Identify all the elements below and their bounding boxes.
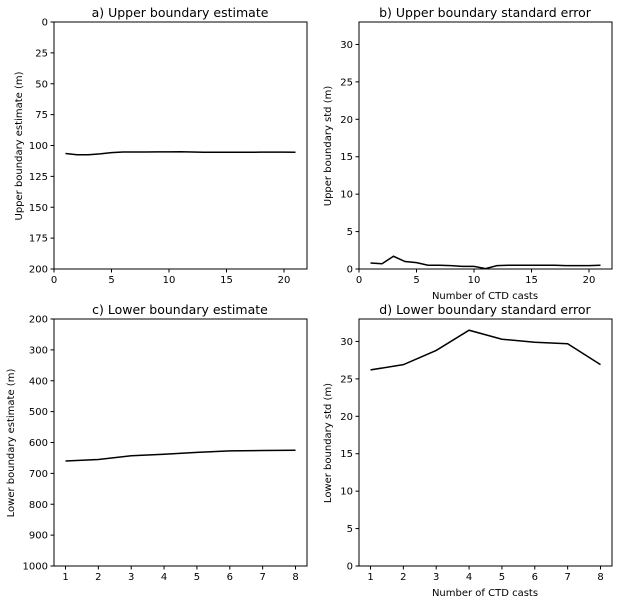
x-tick-label: 20 <box>583 275 596 286</box>
y-tick-label: 20 <box>340 115 353 126</box>
x-tick-label: 20 <box>278 275 291 286</box>
x-tick-label: 3 <box>433 572 439 583</box>
x-tick-label: 1 <box>367 572 373 583</box>
y-tick-label: 10 <box>340 487 353 498</box>
series-line <box>370 329 601 371</box>
y-tick-label: 0 <box>347 265 353 276</box>
x-tick-label: 2 <box>95 572 101 583</box>
y-tick-label: 30 <box>340 40 353 51</box>
y-tick-label: 25 <box>340 374 353 385</box>
series-line <box>65 449 296 462</box>
y-tick-label: 25 <box>340 77 353 88</box>
x-tick-label: 0 <box>51 275 57 286</box>
y-tick-label: 75 <box>35 110 48 121</box>
axes-frame <box>358 21 613 270</box>
panel-title: b) Upper boundary standard error <box>379 5 592 20</box>
x-tick-label: 3 <box>128 572 134 583</box>
panel-lower-boundary-std: d) Lower boundary standard error Lower b… <box>323 302 613 599</box>
y-axis-title: Lower boundary std (m) <box>323 383 334 503</box>
x-tick-label: 4 <box>466 572 472 583</box>
x-tick-label: 8 <box>597 572 603 583</box>
x-tick-label: 7 <box>564 572 570 583</box>
x-tick-label: 5 <box>194 572 200 583</box>
series-line <box>65 151 296 156</box>
y-tick-label: 20 <box>340 412 353 423</box>
axes-frame <box>53 21 308 270</box>
x-tick-label: 8 <box>292 572 298 583</box>
x-tick-label: 6 <box>227 572 233 583</box>
axes-frame <box>53 318 308 567</box>
x-axis-title: Number of CTD casts <box>432 588 538 599</box>
y-tick-label: 700 <box>29 469 48 480</box>
panel-title: c) Lower boundary estimate <box>92 302 268 317</box>
x-tick-label: 10 <box>163 275 176 286</box>
y-tick-label: 50 <box>35 79 48 90</box>
tick-group: 0 5 10 15 20 0 5 10 15 20 25 30 <box>340 40 595 286</box>
y-tick-label: 300 <box>29 345 48 356</box>
y-axis-title: Upper boundary estimate (m) <box>14 71 25 220</box>
panel-title: d) Lower boundary standard error <box>379 302 591 317</box>
x-tick-label: 15 <box>525 275 538 286</box>
y-axis-title: Upper boundary std (m) <box>323 86 334 207</box>
y-tick-label: 5 <box>347 524 353 535</box>
y-tick-label: 200 <box>29 265 48 276</box>
panel-upper-boundary-std: b) Upper boundary standard error Upper b… <box>323 5 613 302</box>
y-tick-label: 125 <box>29 172 48 183</box>
y-tick-label: 15 <box>340 449 353 460</box>
x-tick-label: 0 <box>356 275 362 286</box>
x-tick-label: 7 <box>259 572 265 583</box>
y-tick-label: 200 <box>29 315 48 326</box>
y-tick-label: 500 <box>29 407 48 418</box>
y-tick-label: 15 <box>340 152 353 163</box>
panel-upper-boundary-estimate: a) Upper boundary estimate Upper boundar… <box>14 5 308 287</box>
y-tick-label: 900 <box>29 531 48 542</box>
tick-group: 1 2 3 4 5 6 7 8 200 300 400 500 600 700 800 900 1000 <box>23 315 299 584</box>
x-tick-label: 10 <box>468 275 481 286</box>
axes-frame <box>358 318 613 567</box>
x-axis-title: Number of CTD casts <box>432 291 538 302</box>
y-tick-label: 1000 <box>23 562 48 573</box>
y-tick-label: 800 <box>29 500 48 511</box>
x-tick-label: 5 <box>499 572 505 583</box>
tick-group: 1 2 3 4 5 6 7 8 0 5 10 15 20 25 30 <box>340 337 603 583</box>
y-tick-label: 175 <box>29 234 48 245</box>
x-tick-label: 2 <box>400 572 406 583</box>
y-tick-label: 150 <box>29 203 48 214</box>
y-tick-label: 5 <box>347 227 353 238</box>
y-tick-label: 30 <box>340 337 353 348</box>
y-tick-label: 600 <box>29 438 48 449</box>
y-tick-label: 0 <box>42 18 48 29</box>
y-tick-label: 25 <box>35 48 48 59</box>
x-tick-label: 4 <box>161 572 167 583</box>
x-tick-label: 1 <box>62 572 68 583</box>
x-tick-label: 15 <box>220 275 233 286</box>
panel-title: a) Upper boundary estimate <box>92 5 269 20</box>
y-tick-label: 400 <box>29 376 48 387</box>
panel-lower-boundary-estimate: c) Lower boundary estimate Lower boundar… <box>6 302 308 584</box>
y-tick-label: 0 <box>347 562 353 573</box>
x-tick-label: 5 <box>108 275 114 286</box>
y-tick-label: 10 <box>340 190 353 201</box>
y-tick-label: 100 <box>29 141 48 152</box>
x-tick-label: 6 <box>532 572 538 583</box>
x-tick-label: 5 <box>413 275 419 286</box>
y-axis-title: Lower boundary estimate (m) <box>6 369 17 518</box>
